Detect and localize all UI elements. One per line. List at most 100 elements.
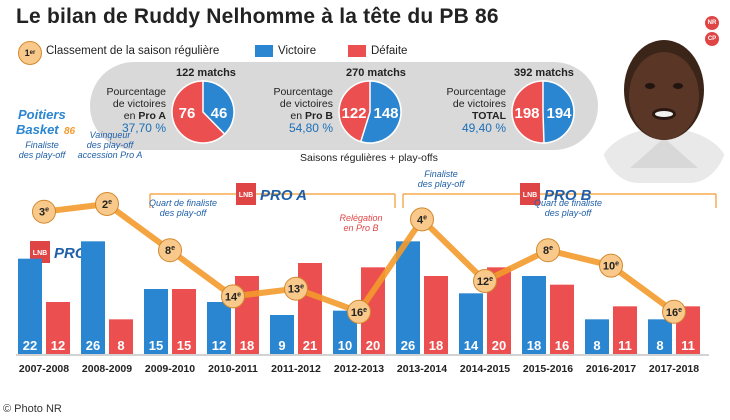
rank-label-number: 2: [102, 199, 108, 211]
lnb-box: [236, 183, 256, 205]
annotation-line: des play-off: [19, 150, 67, 160]
annotation-line: des play-off: [418, 179, 466, 189]
rank-dot: [32, 199, 56, 224]
bar-win: [396, 241, 420, 354]
pie-loss-label: 122: [341, 105, 366, 122]
annotation-line: des play-off: [160, 208, 208, 218]
coach-photo: [600, 18, 728, 183]
rank-label: 12e: [477, 276, 493, 288]
bar-win: [207, 302, 231, 354]
season-tick-label: 2009-2010: [145, 363, 195, 375]
rank-label-number: 3: [39, 207, 45, 219]
rank-label-suffix: e: [300, 284, 304, 291]
bar-win-value: 22: [23, 338, 37, 353]
rank-marker-sup: er: [29, 50, 36, 56]
rank-marker-number: 1: [24, 48, 30, 58]
rank-label-number: 8: [543, 245, 549, 257]
bar-loss-value: 21: [303, 338, 317, 353]
lnb-text: LNB: [33, 250, 47, 257]
season-tick-label: 2016-2017: [586, 363, 636, 375]
rank-label: 16e: [351, 307, 367, 319]
bar-loss: [424, 276, 448, 354]
pie-loss-label: 76: [179, 105, 196, 122]
bar-loss: [550, 284, 574, 354]
bar-loss-value: 20: [492, 338, 506, 353]
group-label-line3: en Pro B: [245, 110, 333, 122]
season-tick-label: 2015-2016: [523, 363, 573, 375]
annotation-line: Finaliste: [424, 169, 458, 179]
rank-dot: [473, 269, 497, 293]
annotation-line: des play-off: [545, 208, 593, 218]
rank-dot: [95, 192, 119, 216]
rank-dot: [221, 284, 245, 309]
bar-loss-value: 8: [117, 338, 124, 353]
legend-win-label: Victoire: [278, 45, 317, 57]
group-label-prefix: en: [123, 110, 139, 122]
nr-badge: NR: [705, 16, 719, 30]
bar-loss-value: 18: [240, 338, 254, 353]
bar-loss-value: 15: [177, 338, 191, 353]
rank-label: 13e: [288, 284, 304, 296]
rank-label-number: 10: [603, 261, 615, 273]
pie-win-slice: [542, 80, 575, 144]
annotation-line: Vainqueur: [90, 130, 132, 140]
rank-label-suffix: e: [45, 207, 49, 214]
rank-label-number: 14: [225, 291, 238, 303]
season-tick-label: 2008-2009: [82, 363, 132, 375]
lnb-box: [30, 241, 50, 263]
group-pct: 54,80 %: [288, 121, 333, 135]
bar-win: [648, 319, 672, 354]
rank-label-number: 4: [417, 214, 424, 226]
pie-loss-label: 198: [514, 105, 539, 122]
annotation-line: accession Pro A: [78, 150, 143, 160]
pie-win-label: 46: [211, 105, 228, 122]
rank-label-suffix: e: [678, 307, 682, 314]
legend-loss-label: Défaite: [371, 45, 408, 57]
bar-win-value: 9: [278, 338, 285, 353]
page-title: Le bilan de Ruddy Nelhomme à la tête du …: [16, 5, 499, 28]
annotation-line: des play-off: [87, 140, 135, 150]
club-logo: Poitiers Basket 86: [14, 105, 88, 145]
rank-label-suffix: e: [615, 261, 619, 268]
bar-loss-value: 11: [618, 338, 632, 353]
group-label: Pourcentage de victoires en Pro A 37,70 %: [78, 86, 166, 134]
summary-pies: 76 46 122 matchs 122 148 270 matchs 198 194 392 …: [171, 67, 575, 144]
season-tick-label: 2013-2014: [397, 363, 447, 375]
group-label-line2: de victoires: [452, 98, 506, 110]
group-label-line1: Pourcentage: [273, 86, 333, 98]
rank-dot: [599, 253, 623, 278]
bar-win-value: 15: [149, 338, 163, 353]
annotation-line: Quart de finaliste: [149, 198, 217, 208]
rank-label-number: 12: [477, 276, 489, 288]
rank-label-number: 16: [666, 307, 678, 319]
bar-win: [522, 276, 546, 354]
legend-loss-swatch: [348, 45, 366, 57]
annotation-line: Quart de finaliste: [534, 198, 602, 208]
rank-label-suffix: e: [423, 214, 427, 221]
rank-dot: [536, 238, 560, 263]
bar-win: [144, 289, 168, 354]
group-label-bold: Pro A: [138, 110, 166, 122]
bar-win-value: 26: [86, 338, 100, 353]
rank-label: 8e: [165, 245, 175, 257]
season-tick-label: 2017-2018: [649, 363, 699, 375]
bar-win-value: 12: [212, 338, 226, 353]
pie-win-label: 148: [373, 105, 398, 122]
rank-label: 16e: [666, 307, 682, 319]
cp-badge-text: CP: [707, 36, 717, 42]
group-label-line1: Pourcentage: [446, 86, 506, 98]
rank-label: 8e: [543, 245, 553, 257]
rank-label: 2e: [102, 199, 112, 211]
season-tick-label: 2012-2013: [334, 363, 384, 375]
bar-loss-value: 16: [555, 338, 569, 353]
bar-loss-value: 12: [51, 338, 65, 353]
lnb-pro-a-logo: LNB PRO A: [236, 183, 307, 205]
rank-label-suffix: e: [108, 199, 112, 206]
season-tick-label: 2010-2011: [208, 363, 258, 375]
lnb-text: LNB: [239, 192, 253, 199]
rank-dot: [284, 276, 308, 301]
lnb-box: [520, 183, 540, 205]
group-pct: 37,70 %: [121, 121, 166, 135]
lnb-pro-b-logo-right: LNB PRO B: [520, 183, 592, 205]
pie-win-slice: [202, 80, 235, 136]
